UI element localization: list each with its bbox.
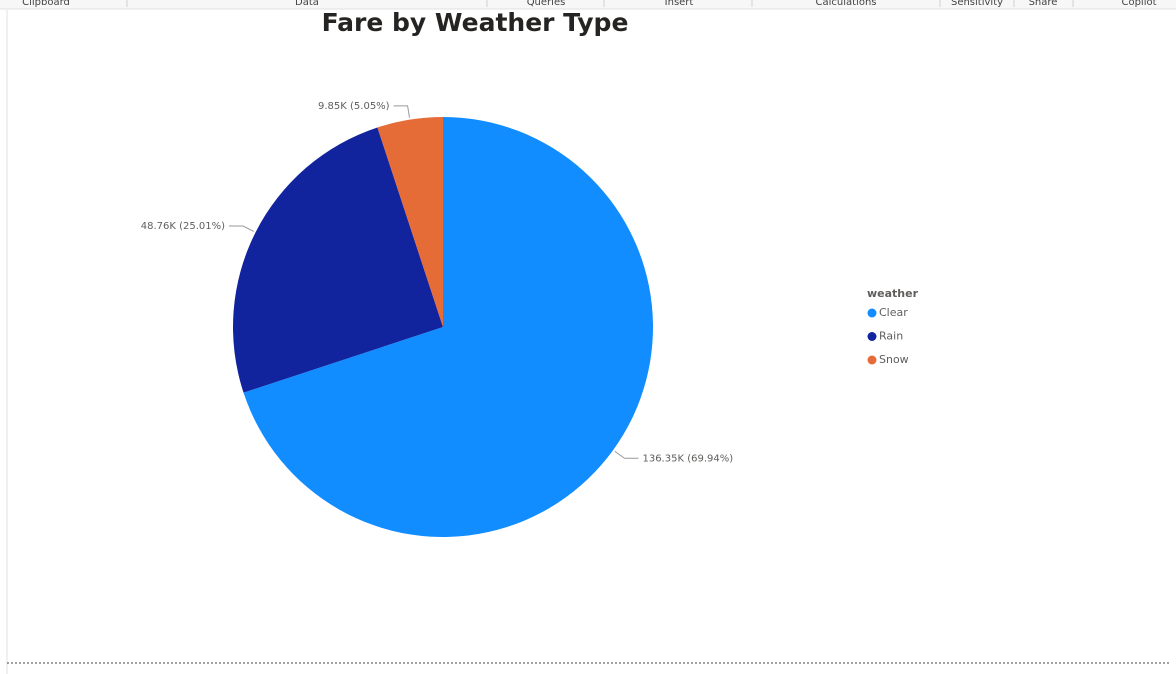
pie-slice[interactable] <box>233 127 443 393</box>
legend-marker[interactable] <box>867 355 877 365</box>
pie-slice[interactable] <box>377 117 443 327</box>
ribbon-bar <box>0 0 1176 9</box>
data-label: 9.85K (5.05%) <box>318 101 390 112</box>
leader-line <box>393 105 410 118</box>
ribbon-group-label[interactable]: Sensitivity <box>951 0 1003 8</box>
legend-label[interactable]: Snow <box>879 353 909 366</box>
ribbon-group-label[interactable]: Clipboard <box>22 0 70 8</box>
ribbon-group-label[interactable]: Queries <box>527 0 566 8</box>
data-label: 136.35K (69.94%) <box>642 453 733 464</box>
ribbon-group-label[interactable]: Share <box>1029 0 1058 8</box>
ribbon-group-label[interactable]: Copilot <box>1121 0 1156 8</box>
legend-marker[interactable] <box>867 308 877 318</box>
legend-title: weather <box>867 287 919 300</box>
legend-label[interactable]: Rain <box>879 330 903 343</box>
leader-line <box>229 225 254 232</box>
data-label: 48.76K (25.01%) <box>141 221 225 232</box>
pie-slice[interactable] <box>243 117 653 537</box>
leader-line <box>614 450 639 459</box>
chart-title: Fare by Weather Type <box>322 8 629 37</box>
legend-marker[interactable] <box>867 332 877 341</box>
ribbon-group-label[interactable]: Insert <box>665 0 694 8</box>
ribbon-group-label[interactable]: Data <box>295 0 319 8</box>
ribbon-group-label[interactable]: Calculations <box>816 0 877 8</box>
legend-label[interactable]: Clear <box>879 306 908 319</box>
